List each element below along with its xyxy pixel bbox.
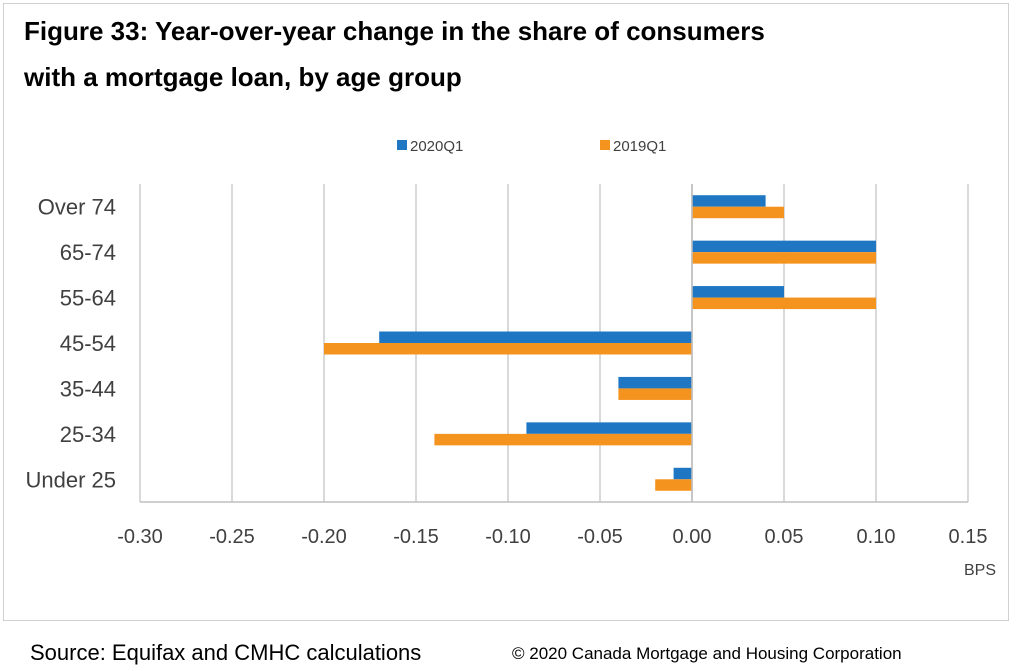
bar-2019q1 — [692, 297, 876, 310]
legend-label-2020q1: 2020Q1 — [410, 138, 463, 155]
source-note: Source: Equifax and CMHC calculations — [30, 640, 422, 665]
y-category-label: 35-44 — [60, 376, 116, 401]
bar-2020q1 — [692, 286, 784, 298]
y-category-label: 55-64 — [60, 286, 116, 311]
y-category-label: 65-74 — [60, 240, 116, 265]
chart-title: Figure 33: Year-over-year change in the … — [24, 8, 924, 100]
x-tick-label: -0.05 — [577, 526, 623, 548]
x-tick-label: 0.05 — [765, 526, 804, 548]
bar-2019q1 — [655, 479, 692, 491]
legend-swatch-2020q1 — [397, 140, 407, 150]
x-tick-label: 0.00 — [673, 526, 712, 548]
legend-label-2019q1: 2019Q1 — [613, 138, 666, 155]
bar-2020q1 — [379, 331, 692, 343]
bar-2019q1 — [692, 252, 876, 264]
bar-2020q1 — [692, 240, 876, 253]
y-category-label: 45-54 — [60, 331, 116, 356]
bar-2020q1 — [673, 467, 692, 480]
x-tick-label: -0.20 — [301, 526, 347, 548]
bar-2019q1 — [434, 433, 692, 446]
legend-swatch-2019q1 — [600, 140, 610, 150]
x-tick-label: -0.10 — [485, 526, 531, 548]
bar-2020q1 — [526, 422, 692, 434]
bar-2019q1 — [324, 343, 692, 355]
chart-title-line-1: Figure 33: Year-over-year change in the … — [24, 16, 765, 46]
y-category-label: Under 25 — [25, 467, 116, 492]
x-tick-label: -0.25 — [209, 526, 255, 548]
x-tick-label: 0.15 — [949, 526, 988, 548]
bar-2019q1 — [618, 388, 692, 400]
chart-title-line-2: with a mortgage loan, by age group — [24, 62, 462, 92]
x-tick-label: 0.10 — [857, 526, 896, 548]
bar-2020q1 — [692, 195, 766, 207]
x-tick-label: -0.15 — [393, 526, 439, 548]
legend: 2020Q1 2019Q1 — [397, 138, 666, 155]
bar-2020q1 — [618, 376, 692, 389]
bars — [324, 195, 876, 491]
bar-2019q1 — [692, 206, 784, 219]
copyright-note: © 2020 Canada Mortgage and Housing Corpo… — [512, 644, 902, 663]
bar-chart: -0.30 -0.25 -0.20 -0.15 -0.10 -0.05 0.00 0.05 0.… — [25, 138, 996, 579]
axes: -0.30 -0.25 -0.20 -0.15 -0.10 -0.05 0.00 0.05 0.… — [25, 184, 996, 579]
y-category-label: Over 74 — [38, 195, 116, 220]
chart-frame — [3, 3, 1009, 621]
x-tick-label: -0.30 — [117, 526, 163, 548]
x-axis-title: BPS — [964, 562, 996, 579]
y-category-label: 25-34 — [60, 422, 116, 447]
